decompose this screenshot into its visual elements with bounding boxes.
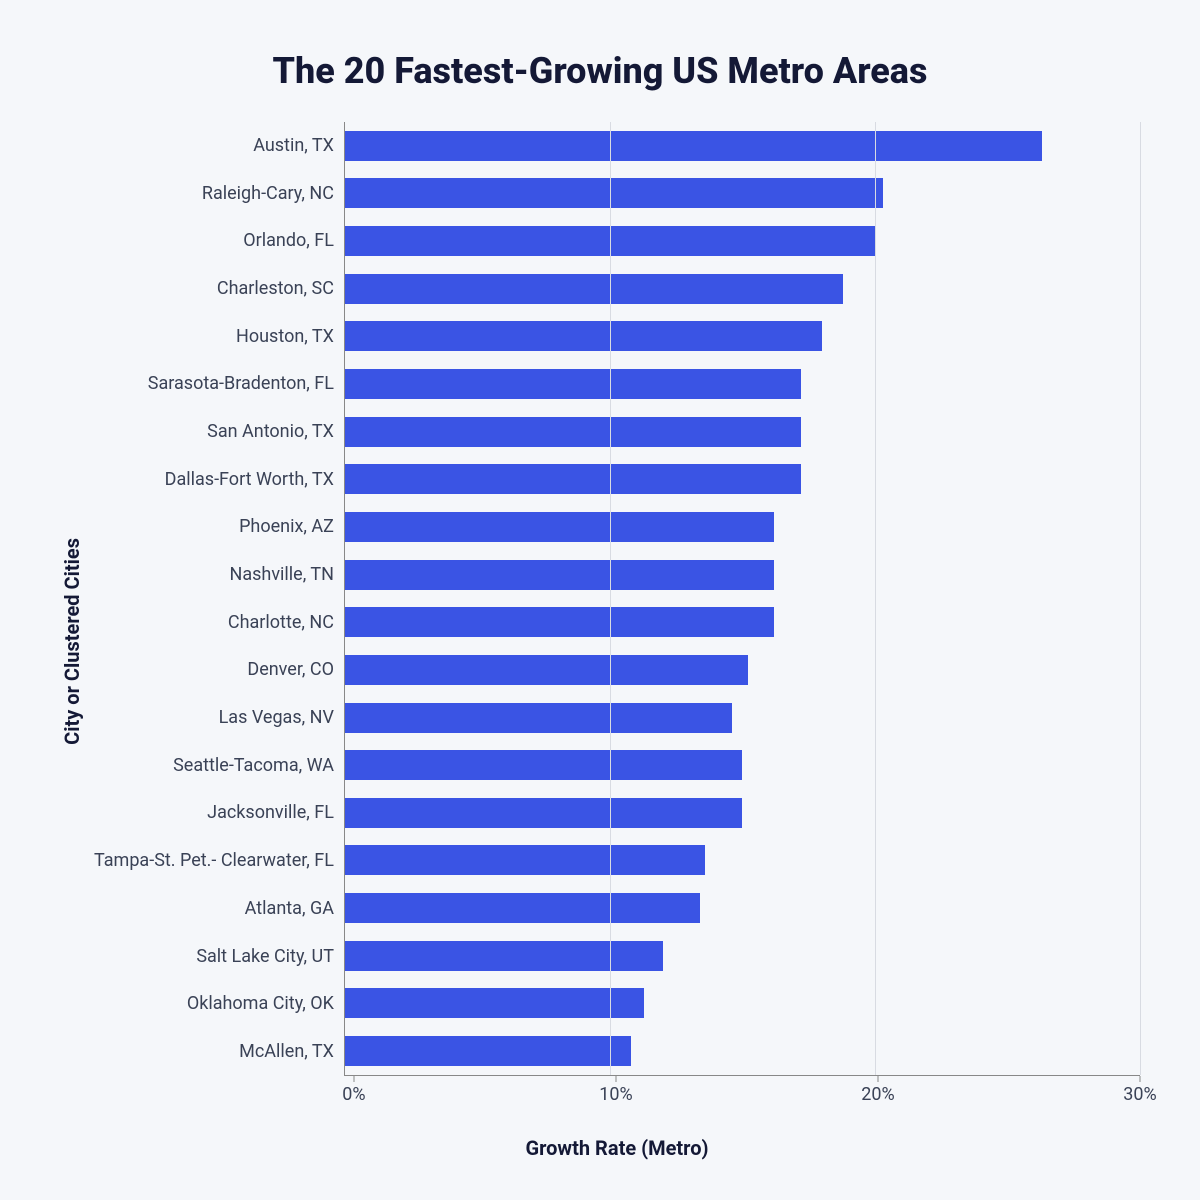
bar-row <box>345 369 1140 399</box>
x-axis-row: 0%10%20%30% <box>94 1076 1140 1106</box>
bar <box>345 560 774 590</box>
bar <box>345 988 644 1018</box>
x-axis-tick-label: 0% <box>342 1084 365 1105</box>
gridline <box>1140 122 1141 1075</box>
plot-wrapper: Austin, TX Raleigh-Cary, NC Orlando, FL Cha… <box>94 122 1140 1160</box>
bar-row <box>345 703 1140 733</box>
bar <box>345 703 732 733</box>
bars <box>345 122 1140 1075</box>
y-axis-labels: Austin, TX Raleigh-Cary, NC Orlando, FL Cha… <box>94 122 344 1076</box>
bar-row <box>345 178 1140 208</box>
bar <box>345 464 801 494</box>
x-axis-ticks: 0%10%20%30% <box>354 1076 1140 1106</box>
bar <box>345 512 774 542</box>
x-axis-tick-label: 20% <box>861 1084 894 1105</box>
bar <box>345 607 774 637</box>
y-axis-label: Oklahoma City, OK <box>94 995 334 1013</box>
y-axis-label: Phoenix, AZ <box>94 518 334 536</box>
bar-row <box>345 1036 1140 1066</box>
y-axis-label: Salt Lake City, UT <box>94 948 334 966</box>
bar-row <box>345 607 1140 637</box>
bar <box>345 845 705 875</box>
plot: Austin, TX Raleigh-Cary, NC Orlando, FL Cha… <box>94 122 1140 1076</box>
bar-row <box>345 845 1140 875</box>
y-axis-label: Nashville, TN <box>94 566 334 584</box>
bar <box>345 750 743 780</box>
bar <box>345 798 743 828</box>
x-tick-mark <box>353 1076 354 1082</box>
bar <box>345 1036 631 1066</box>
y-axis-label: Raleigh-Cary, NC <box>94 185 334 203</box>
bar-row <box>345 512 1140 542</box>
x-spacer <box>94 1076 354 1106</box>
bar-row <box>345 131 1140 161</box>
bar <box>345 941 663 971</box>
y-axis-label: Atlanta, GA <box>94 900 334 918</box>
y-axis-label: San Antonio, TX <box>94 423 334 441</box>
x-axis-tick-label: 30% <box>1123 1084 1156 1105</box>
gridline <box>875 122 876 1075</box>
y-axis-label: Denver, CO <box>94 661 334 679</box>
bar <box>345 131 1042 161</box>
bar <box>345 369 801 399</box>
y-axis-title: City or Clustered Cities <box>60 538 84 745</box>
bar-row <box>345 274 1140 304</box>
bar <box>345 417 801 447</box>
x-tick-mark <box>877 1076 878 1082</box>
bar <box>345 178 883 208</box>
y-axis-label: Sarasota-Bradenton, FL <box>94 375 334 393</box>
bar-row <box>345 893 1140 923</box>
bar <box>345 893 700 923</box>
x-tick-mark <box>1140 1076 1141 1082</box>
chart-title: The 20 Fastest-Growing US Metro Areas <box>60 50 1140 92</box>
bar-row <box>345 655 1140 685</box>
y-axis-label: Dallas-Fort Worth, TX <box>94 471 334 489</box>
y-axis-label: Charlotte, NC <box>94 614 334 632</box>
x-axis-tick-label: 10% <box>599 1084 632 1105</box>
y-axis-label: Charleston, SC <box>94 280 334 298</box>
bar <box>345 321 822 351</box>
bar-row <box>345 988 1140 1018</box>
y-axis-label: Orlando, FL <box>94 232 334 250</box>
bar-row <box>345 750 1140 780</box>
x-tick-mark <box>615 1076 616 1082</box>
bar <box>345 274 843 304</box>
bar-row <box>345 941 1140 971</box>
bar <box>345 655 748 685</box>
y-axis-label: Seattle-Tacoma, WA <box>94 757 334 775</box>
y-axis-label: Austin, TX <box>94 137 334 155</box>
bar-row <box>345 560 1140 590</box>
y-axis-label: Houston, TX <box>94 328 334 346</box>
bar-row <box>345 226 1140 256</box>
y-axis-label: Tampa-St. Pet.- Clearwater, FL <box>94 852 334 870</box>
y-axis-label: Jacksonville, FL <box>94 804 334 822</box>
y-axis-label: McAllen, TX <box>94 1043 334 1061</box>
chart-area: City or Clustered Cities Austin, TX Ralei… <box>60 122 1140 1160</box>
bars-region <box>344 122 1140 1076</box>
bar-row <box>345 798 1140 828</box>
x-axis-title: Growth Rate (Metro) <box>94 1136 1140 1160</box>
chart-container: The 20 Fastest-Growing US Metro Areas Ci… <box>0 0 1200 1200</box>
bar-row <box>345 417 1140 447</box>
y-axis-label: Las Vegas, NV <box>94 709 334 727</box>
gridline <box>610 122 611 1075</box>
bar-row <box>345 464 1140 494</box>
bar-row <box>345 321 1140 351</box>
